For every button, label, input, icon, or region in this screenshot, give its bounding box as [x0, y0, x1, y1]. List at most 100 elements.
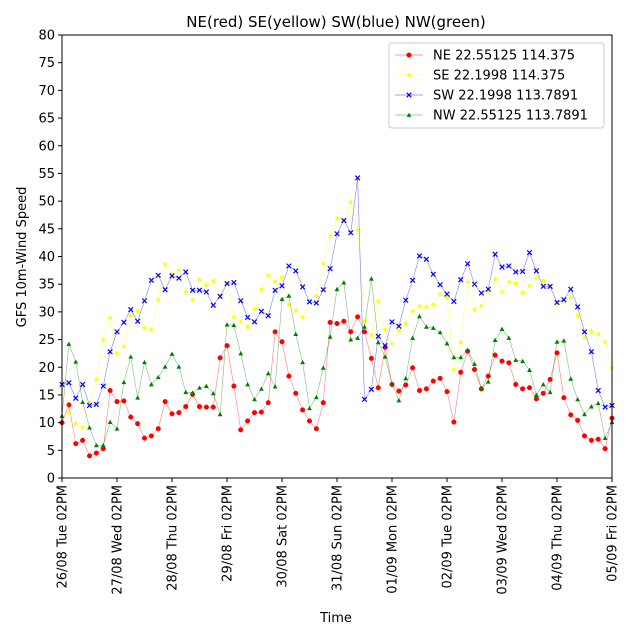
data-point-1-12 — [141, 324, 148, 331]
y-tick-label-1: 5 — [47, 444, 55, 459]
data-point-1-78 — [595, 331, 602, 337]
data-point-3-11 — [135, 395, 141, 400]
data-point-1-77 — [588, 328, 595, 334]
data-point-2-79 — [602, 404, 608, 410]
data-point-3-48 — [389, 381, 395, 386]
data-point-1-43 — [354, 226, 361, 233]
data-point-3-61 — [478, 385, 484, 391]
data-point-0-49 — [396, 388, 402, 394]
series-2 — [59, 175, 615, 410]
data-point-0-68 — [526, 385, 533, 391]
data-point-3-46 — [375, 339, 381, 345]
data-point-1-58 — [457, 339, 464, 345]
data-point-0-69 — [533, 396, 539, 402]
data-point-3-39 — [327, 334, 333, 339]
data-point-2-57 — [451, 298, 457, 305]
data-point-2-54 — [430, 271, 436, 277]
x-tick-label-10: 05/09 Fri 02PM — [606, 485, 621, 582]
data-point-2-51 — [409, 277, 416, 284]
data-point-1-1 — [66, 409, 72, 416]
data-point-1-45 — [368, 332, 375, 338]
legend: NE 22.55125 114.375 SE 22.1998 114.375 SW … — [388, 42, 605, 129]
data-point-0-36 — [306, 418, 313, 424]
data-point-2-53 — [423, 256, 430, 262]
data-point-1-61 — [478, 302, 485, 309]
data-point-3-77 — [588, 404, 594, 409]
y-tick-label-12: 60 — [38, 139, 55, 154]
data-point-0-77 — [588, 437, 594, 443]
data-point-1-50 — [402, 320, 409, 326]
data-point-1-74 — [567, 295, 574, 301]
data-point-0-51 — [410, 365, 416, 371]
data-point-0-37 — [313, 426, 319, 432]
data-point-0-56 — [444, 389, 450, 395]
data-point-1-59 — [464, 278, 471, 285]
data-point-2-9 — [121, 319, 127, 326]
data-point-0-57 — [451, 419, 457, 425]
data-point-3-20 — [197, 385, 202, 390]
data-point-3-21 — [203, 383, 209, 388]
data-point-2-50 — [403, 297, 409, 303]
data-point-0-67 — [520, 386, 526, 392]
data-point-1-57 — [451, 366, 457, 372]
data-point-1-10 — [127, 312, 134, 319]
x-tick-label-8: 03/09 Wed 02PM — [496, 485, 511, 595]
y-tick-label-3: 15 — [38, 388, 55, 403]
x-axis-label: Time — [319, 611, 352, 626]
data-point-3-37 — [313, 394, 319, 400]
data-point-3-49 — [396, 398, 402, 403]
data-point-0-74 — [568, 412, 574, 418]
data-point-3-78 — [595, 400, 601, 406]
data-point-3-73 — [561, 338, 567, 343]
data-point-2-35 — [299, 284, 306, 290]
data-point-3-68 — [527, 367, 532, 372]
data-point-1-32 — [279, 273, 285, 280]
data-point-2-2 — [73, 395, 79, 401]
y-axis-label: GFS 10m-Wind Speed — [15, 187, 30, 328]
data-point-2-29 — [258, 308, 265, 315]
data-point-0-18 — [183, 404, 189, 410]
data-point-0-31 — [272, 329, 278, 335]
data-point-1-76 — [581, 334, 588, 341]
data-point-3-34 — [293, 331, 299, 336]
data-point-2-70 — [540, 283, 546, 290]
data-point-2-67 — [519, 268, 526, 275]
data-point-2-49 — [396, 323, 402, 329]
data-point-1-30 — [265, 272, 272, 278]
data-point-1-18 — [182, 288, 189, 295]
data-point-2-71 — [547, 283, 553, 290]
data-point-2-48 — [389, 319, 395, 325]
data-point-0-71 — [547, 376, 553, 382]
y-tick-label-0: 0 — [47, 472, 55, 487]
data-point-0-16 — [169, 411, 175, 417]
data-point-2-26 — [238, 298, 244, 304]
data-point-0-11 — [135, 421, 141, 427]
data-point-2-76 — [581, 329, 588, 335]
data-point-3-26 — [238, 351, 244, 356]
data-point-2-11 — [134, 318, 141, 325]
data-point-1-37 — [313, 292, 320, 299]
data-point-3-58 — [458, 354, 464, 360]
data-point-0-63 — [492, 352, 498, 358]
data-point-2-75 — [574, 304, 581, 310]
data-point-3-28 — [252, 396, 257, 402]
data-point-0-5 — [93, 450, 99, 456]
data-point-0-73 — [561, 395, 567, 401]
data-point-2-69 — [533, 268, 540, 274]
data-point-0-1 — [66, 402, 72, 408]
data-point-3-75 — [575, 396, 581, 402]
data-point-3-27 — [245, 382, 251, 387]
data-point-2-55 — [437, 282, 443, 288]
data-point-1-38 — [320, 260, 327, 267]
y-tick-label-2: 10 — [38, 416, 55, 431]
data-point-0-33 — [286, 373, 292, 379]
data-point-1-13 — [148, 326, 155, 333]
data-point-1-5 — [93, 376, 100, 382]
data-point-2-64 — [499, 264, 505, 270]
data-point-3-24 — [224, 322, 230, 327]
data-point-2-10 — [128, 306, 134, 313]
data-point-0-27 — [245, 418, 251, 424]
data-point-3-54 — [430, 325, 436, 330]
data-point-1-14 — [155, 296, 162, 303]
data-point-0-13 — [148, 433, 154, 439]
